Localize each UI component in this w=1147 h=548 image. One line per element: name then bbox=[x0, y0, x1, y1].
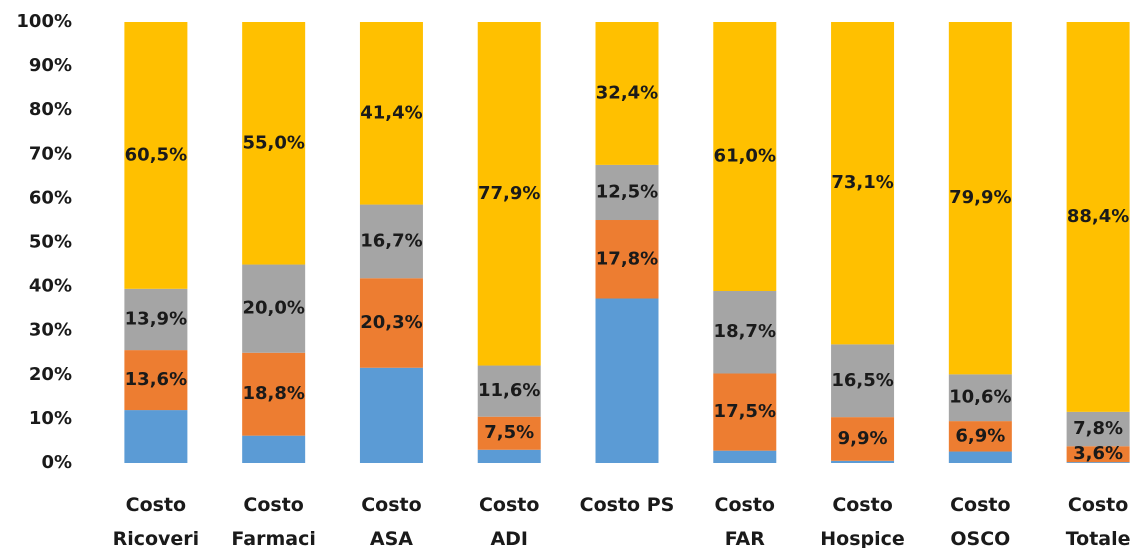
x-tick-label: Costo Totale bbox=[1065, 494, 1131, 548]
data-label: 20,0% bbox=[242, 298, 304, 319]
y-tick-label: 80% bbox=[29, 99, 72, 120]
data-label: 16,7% bbox=[360, 230, 422, 251]
data-label: 32,4% bbox=[596, 82, 658, 103]
data-label: 55,0% bbox=[242, 132, 304, 153]
data-label: 60,5% bbox=[125, 144, 187, 165]
data-label: 20,3% bbox=[360, 312, 422, 333]
bar-segment bbox=[713, 291, 777, 374]
bar-segment bbox=[948, 451, 1012, 463]
y-tick-label: 70% bbox=[29, 143, 72, 164]
y-tick-label: 60% bbox=[29, 187, 72, 208]
bar-segment bbox=[831, 344, 895, 418]
data-label: 7,8% bbox=[1073, 418, 1123, 439]
y-tick-label: 90% bbox=[29, 55, 72, 76]
data-label: 6,9% bbox=[955, 425, 1005, 446]
bar-segment bbox=[713, 450, 777, 463]
bar-segment bbox=[124, 410, 188, 463]
bar-segment bbox=[359, 367, 423, 463]
x-tick-label: Costo PS bbox=[579, 494, 675, 516]
data-label: 17,5% bbox=[714, 401, 776, 422]
data-label: 77,9% bbox=[478, 183, 540, 204]
data-label: 10,6% bbox=[949, 387, 1011, 408]
bar-segment bbox=[831, 417, 895, 461]
bar-segment bbox=[242, 352, 306, 436]
data-label: 41,4% bbox=[360, 102, 422, 123]
bar-segment bbox=[595, 298, 659, 463]
x-tick-label: Costo OSCO bbox=[950, 494, 1011, 548]
bar-segment bbox=[713, 373, 777, 451]
bar-segment bbox=[477, 22, 541, 366]
bar-segment bbox=[1066, 446, 1130, 463]
data-label: 79,9% bbox=[949, 187, 1011, 208]
y-tick-label: 50% bbox=[29, 232, 72, 253]
data-label: 13,6% bbox=[125, 369, 187, 390]
bar-segment bbox=[242, 264, 306, 353]
bar-segment bbox=[948, 374, 1012, 422]
bar-segment bbox=[359, 204, 423, 279]
data-label: 18,7% bbox=[714, 321, 776, 342]
data-label: 16,5% bbox=[831, 370, 893, 391]
bar-segment bbox=[1066, 462, 1130, 463]
data-label: 9,9% bbox=[838, 428, 888, 449]
data-label: 13,9% bbox=[125, 308, 187, 329]
data-label: 18,8% bbox=[242, 383, 304, 404]
data-label: 61,0% bbox=[714, 146, 776, 167]
bar-segment bbox=[477, 416, 541, 450]
x-tick-label: Costo ASA bbox=[361, 494, 422, 548]
y-tick-label: 10% bbox=[29, 408, 72, 429]
x-tick-label: Costo Ricoveri bbox=[112, 494, 200, 548]
y-tick-label: 0% bbox=[41, 452, 72, 473]
data-label: 11,6% bbox=[478, 380, 540, 401]
bar-segment bbox=[948, 22, 1012, 375]
data-label: 7,5% bbox=[484, 422, 534, 443]
bar-segment bbox=[359, 278, 423, 368]
data-label: 73,1% bbox=[831, 172, 893, 193]
bar-segment bbox=[831, 460, 895, 463]
data-label: 3,6% bbox=[1073, 443, 1123, 464]
y-tick-label: 100% bbox=[16, 11, 72, 32]
bar-segment bbox=[477, 365, 541, 417]
bar-segment bbox=[595, 164, 659, 221]
y-tick-label: 40% bbox=[29, 276, 72, 297]
data-label: 88,4% bbox=[1067, 206, 1129, 227]
bar-segment bbox=[124, 288, 188, 351]
x-tick-label: Costo Farmaci bbox=[231, 494, 316, 548]
bar-segment bbox=[1066, 22, 1130, 412]
data-label: 17,8% bbox=[596, 248, 658, 269]
bar-segment bbox=[359, 22, 423, 205]
data-label: 12,5% bbox=[596, 181, 658, 202]
bar-segment bbox=[595, 220, 659, 299]
bar-segment bbox=[595, 22, 659, 165]
bar-segment bbox=[242, 435, 306, 463]
bar-segment bbox=[831, 22, 895, 345]
bar-segment bbox=[242, 22, 306, 265]
bar-segment bbox=[124, 350, 188, 411]
x-tick-label: Costo Hospice bbox=[820, 494, 905, 548]
x-tick-label: Costo ADI bbox=[478, 494, 540, 548]
y-tick-label: 30% bbox=[29, 320, 72, 341]
x-tick-label: Costo FAR bbox=[714, 494, 775, 548]
bar-segment bbox=[1066, 411, 1130, 447]
bar-segment bbox=[477, 449, 541, 463]
bar-segment bbox=[713, 22, 777, 292]
bar-segment bbox=[124, 22, 188, 289]
bar-segment bbox=[948, 421, 1012, 452]
y-tick-label: 20% bbox=[29, 364, 72, 385]
